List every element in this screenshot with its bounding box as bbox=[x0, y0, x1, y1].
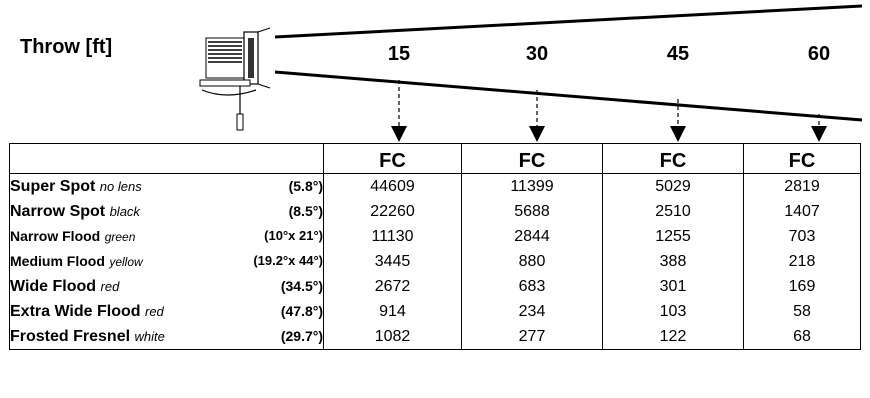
lens-name: Extra Wide Flood bbox=[10, 302, 141, 320]
photometric-table: FC FC FC FC Super Spot no lens (5.8°) 446… bbox=[9, 143, 861, 350]
lens-color: red bbox=[100, 278, 120, 294]
beam-bottom-edge bbox=[274, 70, 863, 122]
table-row: Frosted Fresnel white (29.7°) 1082 277 12… bbox=[9, 324, 861, 350]
lens-cell: Frosted Fresnel white (29.7°) bbox=[9, 324, 324, 350]
distance-15: 15 bbox=[387, 43, 411, 65]
light-beam-diagram bbox=[274, 4, 863, 142]
lens-cell: Narrow Flood green (10°x 21°) bbox=[9, 224, 324, 249]
fc-value: 1255 bbox=[602, 224, 744, 249]
lens-color: yellow bbox=[109, 254, 143, 269]
fc-value: 103 bbox=[602, 299, 744, 324]
lens-name: Narrow Spot bbox=[10, 202, 106, 220]
fc-value: 68 bbox=[743, 324, 861, 350]
lens-color: no lens bbox=[99, 178, 142, 194]
lens-name: Frosted Fresnel bbox=[10, 327, 131, 345]
header-fc-30: FC bbox=[461, 143, 603, 174]
fc-value: 58 bbox=[743, 299, 861, 324]
lens-cell: Super Spot no lens (5.8°) bbox=[9, 173, 324, 199]
lens-cell: Extra Wide Flood red (47.8°) bbox=[9, 299, 324, 324]
fc-value: 44609 bbox=[323, 173, 462, 199]
lens-name: Wide Flood bbox=[10, 277, 97, 295]
table-row: Super Spot no lens (5.8°) 44609 11399 502… bbox=[9, 173, 861, 199]
lens-name: Medium Flood bbox=[10, 252, 105, 269]
header-fc-15: FC bbox=[323, 143, 462, 174]
beam-angle: (5.8°) bbox=[288, 177, 323, 194]
beam-angle: (47.8°) bbox=[280, 302, 323, 319]
lens-cell: Narrow Spot black (8.5°) bbox=[9, 199, 324, 224]
beam-angle: (8.5°) bbox=[288, 202, 323, 219]
fc-value: 914 bbox=[323, 299, 462, 324]
fc-value: 169 bbox=[743, 274, 861, 299]
table-header-row: FC FC FC FC bbox=[9, 143, 861, 174]
table-row: Wide Flood red (34.5°) 2672 683 301 169 bbox=[9, 274, 861, 299]
table-row: Narrow Flood green (10°x 21°) 11130 2844 … bbox=[9, 224, 861, 249]
table-row: Narrow Spot black (8.5°) 22260 5688 2510 … bbox=[9, 199, 861, 224]
fc-value: 1082 bbox=[323, 324, 462, 350]
throw-label: Throw [ft] bbox=[20, 36, 113, 58]
header-fc-45: FC bbox=[602, 143, 744, 174]
fc-value: 683 bbox=[461, 274, 603, 299]
fc-value: 301 bbox=[602, 274, 744, 299]
fc-value: 11130 bbox=[323, 224, 462, 249]
fc-value: 5688 bbox=[461, 199, 603, 224]
fc-value: 388 bbox=[602, 249, 744, 274]
lens-color: red bbox=[144, 303, 164, 319]
fc-value: 22260 bbox=[323, 199, 462, 224]
beam-angle: (19.2°x 44°) bbox=[253, 252, 323, 268]
table-row: Extra Wide Flood red (47.8°) 914 234 103 … bbox=[9, 299, 861, 324]
distance-30: 30 bbox=[525, 43, 549, 65]
beam-top-edge bbox=[274, 4, 863, 39]
distance-60: 60 bbox=[807, 43, 831, 65]
lens-name: Super Spot bbox=[10, 177, 96, 195]
fc-value: 2510 bbox=[602, 199, 744, 224]
distance-arrows bbox=[391, 80, 827, 142]
distance-45: 45 bbox=[666, 43, 690, 65]
fresnel-fixture-icon bbox=[199, 27, 271, 131]
lens-color: green bbox=[104, 229, 136, 244]
header-fc-60: FC bbox=[743, 143, 861, 174]
lens-cell: Wide Flood red (34.5°) bbox=[9, 274, 324, 299]
fc-value: 2672 bbox=[323, 274, 462, 299]
fc-value: 2844 bbox=[461, 224, 603, 249]
lens-name: Narrow Flood bbox=[10, 227, 101, 244]
beam-angle: (34.5°) bbox=[280, 277, 323, 294]
fc-value: 2819 bbox=[743, 173, 861, 199]
fc-value: 122 bbox=[602, 324, 744, 350]
fc-value: 277 bbox=[461, 324, 603, 350]
lens-color: black bbox=[109, 203, 140, 219]
lens-color: white bbox=[134, 328, 165, 344]
fc-value: 234 bbox=[461, 299, 603, 324]
fc-value: 11399 bbox=[461, 173, 603, 199]
fc-value: 703 bbox=[743, 224, 861, 249]
lens-cell: Medium Flood yellow (19.2°x 44°) bbox=[9, 249, 324, 274]
table-row: Medium Flood yellow (19.2°x 44°) 3445 880… bbox=[9, 249, 861, 274]
fc-value: 880 bbox=[461, 249, 603, 274]
fc-value: 3445 bbox=[323, 249, 462, 274]
fc-value: 1407 bbox=[743, 199, 861, 224]
beam-angle: (29.7°) bbox=[280, 327, 323, 344]
header-lens-cell bbox=[9, 143, 324, 174]
beam-angle: (10°x 21°) bbox=[264, 227, 323, 243]
fc-value: 218 bbox=[743, 249, 861, 274]
fc-value: 5029 bbox=[602, 173, 744, 199]
